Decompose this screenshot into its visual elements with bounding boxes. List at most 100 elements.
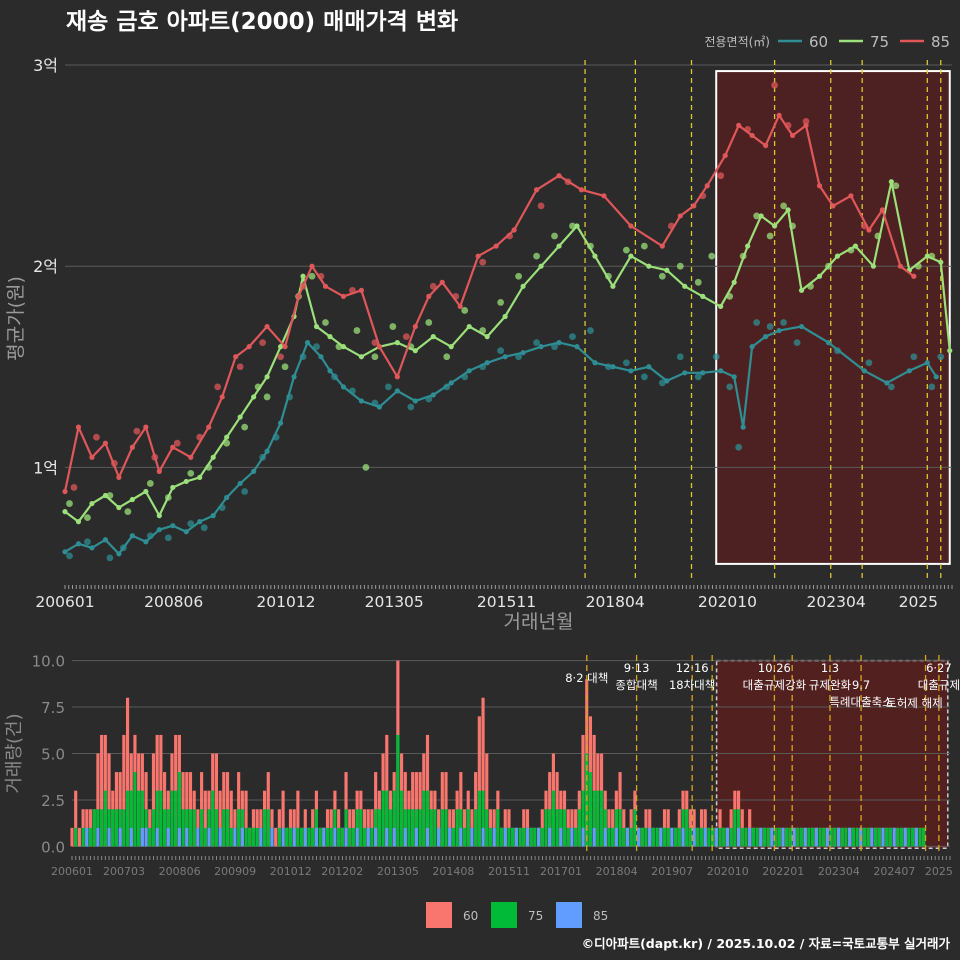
line-point-85 — [264, 323, 270, 330]
line-point-60 — [776, 327, 782, 334]
line-point-75 — [183, 478, 189, 485]
line-point-85 — [763, 142, 769, 149]
bar-85 — [259, 827, 263, 847]
line-point-60 — [884, 380, 890, 386]
bar-75 — [340, 827, 344, 847]
line-point-85 — [879, 207, 885, 213]
line-point-85 — [412, 323, 418, 330]
line-point-85 — [776, 112, 782, 118]
bar-75 — [266, 809, 270, 847]
line-point-60 — [340, 384, 347, 390]
scatter-point-60 — [569, 333, 576, 341]
policy-annotation: 대출규제강화 — [743, 678, 807, 692]
line-point-85 — [722, 152, 728, 159]
line-point-85 — [129, 444, 135, 450]
scatter-point-75 — [551, 232, 558, 240]
bar-75 — [411, 809, 415, 847]
policy-annotation: 18차대책 — [669, 678, 715, 692]
line-point-60 — [484, 360, 490, 366]
line-point-75 — [210, 454, 216, 460]
line-point-75 — [947, 348, 953, 354]
scatter-point-85 — [771, 81, 778, 89]
line-point-60 — [62, 549, 68, 555]
bar-75 — [444, 809, 448, 847]
bar-75 — [214, 809, 218, 847]
scatter-point-75 — [263, 393, 271, 401]
bar-85 — [537, 827, 541, 847]
scatter-point-60 — [187, 520, 195, 528]
line-point-75 — [816, 273, 823, 279]
bar-85 — [459, 827, 463, 847]
bar-75 — [822, 827, 826, 847]
bar-60 — [203, 790, 207, 847]
bar-60 — [96, 753, 100, 847]
series-line-75 — [64, 180, 951, 523]
line-point-85 — [866, 227, 872, 233]
bar-60 — [477, 716, 481, 847]
bar-75 — [474, 809, 478, 847]
scatter-point-60 — [766, 323, 774, 330]
line-point-75 — [798, 287, 805, 293]
scatter-point-85 — [236, 363, 244, 371]
x-tick-label: 202407 — [873, 865, 915, 878]
bar-75 — [811, 827, 815, 847]
bar-75 — [188, 809, 193, 847]
bar-75 — [351, 827, 356, 847]
scatter-point-60 — [66, 552, 73, 560]
bar-75 — [877, 827, 881, 847]
line-point-75 — [502, 313, 508, 320]
scatter-point-60 — [780, 319, 787, 326]
bar-75 — [400, 790, 404, 847]
scatter-point-85 — [479, 258, 487, 266]
bar-85 — [240, 827, 244, 847]
bar-85 — [581, 827, 585, 847]
line-point-75 — [430, 334, 436, 340]
x-tick-label: 200601 — [51, 865, 93, 878]
line-point-60 — [825, 340, 832, 346]
line-point-85 — [295, 293, 302, 299]
line-point-85 — [578, 187, 585, 193]
bar-75 — [251, 827, 256, 847]
bar-85 — [314, 827, 318, 847]
bar-75 — [899, 827, 904, 847]
bar-85 — [903, 827, 907, 847]
x-tick-label: 201012 — [270, 865, 312, 878]
bar-75 — [433, 809, 437, 847]
bar-75 — [174, 790, 178, 847]
scatter-point-85 — [717, 172, 725, 180]
line-point-60 — [197, 519, 203, 525]
bar-85 — [781, 827, 785, 847]
scatter-point-75 — [124, 508, 132, 515]
line-point-60 — [502, 354, 508, 360]
bar-85 — [437, 827, 441, 847]
x-tick-label: 201408 — [432, 865, 474, 878]
bar-75 — [555, 809, 559, 847]
policy-annotation: 9·13 — [624, 661, 650, 675]
line-point-75 — [556, 243, 562, 249]
bar-75 — [566, 827, 570, 847]
policy-annotation: 대출규제 — [918, 678, 960, 692]
scatter-point-60 — [84, 538, 91, 546]
bar-75 — [481, 790, 485, 847]
scatter-point-60 — [712, 353, 720, 361]
bar-85 — [140, 827, 144, 847]
bar-75 — [462, 827, 467, 847]
bar-60 — [229, 790, 233, 847]
bar-75 — [507, 827, 511, 847]
bar-75 — [244, 827, 248, 847]
bar-60 — [107, 753, 111, 847]
bar-85 — [503, 827, 507, 847]
line-point-75 — [89, 500, 95, 507]
bar-85 — [670, 827, 674, 847]
line-point-60 — [520, 350, 526, 356]
line-point-85 — [533, 187, 540, 193]
line-point-85 — [691, 203, 697, 209]
line-point-75 — [646, 263, 652, 269]
bar-60 — [122, 734, 126, 847]
line-point-85 — [358, 287, 365, 293]
bar-85 — [107, 827, 111, 847]
bar-75 — [499, 827, 504, 847]
line-point-85 — [156, 468, 162, 474]
line-point-60 — [664, 378, 670, 384]
bar-75 — [407, 809, 411, 847]
